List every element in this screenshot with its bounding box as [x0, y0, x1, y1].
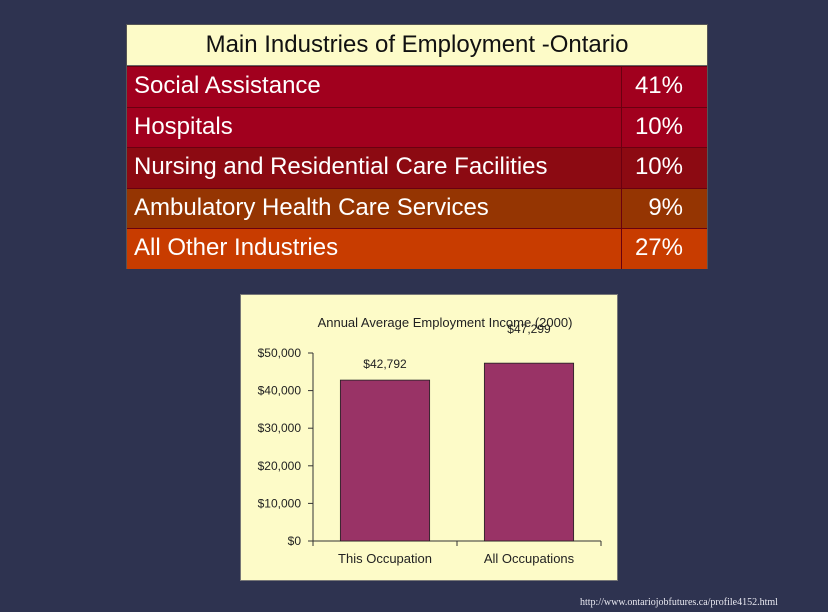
- table-row: Ambulatory Health Care Services 9%: [127, 187, 707, 229]
- bar-value-label: $42,792: [363, 357, 407, 371]
- industry-name: Nursing and Residential Care Facilities: [127, 148, 622, 188]
- bar: [483, 362, 575, 542]
- industry-name: Hospitals: [127, 107, 622, 148]
- industry-percent: 10%: [634, 153, 683, 181]
- y-tick-label: $50,000: [258, 346, 302, 360]
- industries-table: Main Industries of Employment -Ontario S…: [126, 24, 708, 269]
- table-row: All Other Industries 27%: [127, 228, 707, 269]
- y-tick-label: $20,000: [258, 459, 302, 473]
- y-tick-label: $10,000: [258, 496, 302, 510]
- industry-name: All Other Industries: [127, 229, 622, 269]
- x-tick-label: This Occupation: [338, 551, 432, 566]
- source-url: http://www.ontariojobfutures.ca/profile4…: [580, 597, 778, 608]
- industry-name: Ambulatory Health Care Services: [127, 188, 622, 229]
- industry-percent: 27%: [634, 234, 683, 262]
- chart-title: Annual Average Employment Income (2000): [318, 315, 573, 330]
- y-tick-label: $0: [288, 534, 302, 548]
- industry-percent: 10%: [634, 112, 683, 140]
- y-tick-label: $30,000: [258, 421, 302, 435]
- income-chart: Annual Average Employment Income (2000) …: [240, 294, 618, 581]
- table-title: Main Industries of Employment -Ontario: [127, 25, 707, 66]
- bar: [339, 379, 431, 542]
- industry-percent: 41%: [634, 72, 683, 99]
- table-row: Social Assistance 41%: [127, 66, 707, 107]
- y-tick-label: $40,000: [258, 384, 302, 398]
- industry-name: Social Assistance: [127, 67, 622, 107]
- income-chart-svg: Annual Average Employment Income (2000) …: [258, 315, 602, 566]
- table-row: Hospitals 10%: [127, 106, 707, 148]
- industry-percent: 9%: [648, 193, 683, 221]
- x-tick-label: All Occupations: [484, 551, 575, 566]
- table-row: Nursing and Residential Care Facilities …: [127, 147, 707, 188]
- bar-value-label: $47,299: [507, 322, 551, 336]
